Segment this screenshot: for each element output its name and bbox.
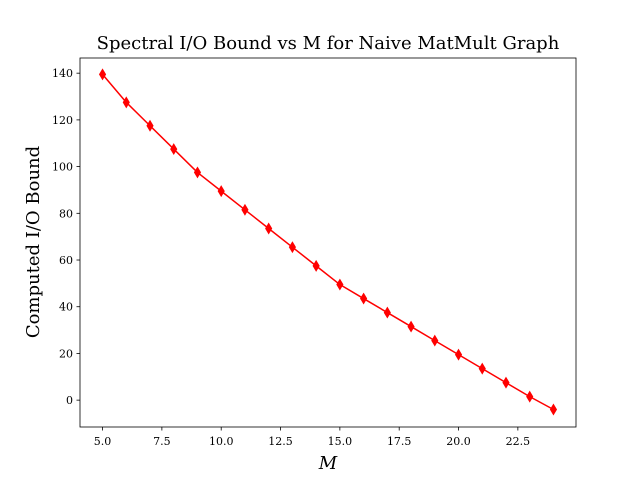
x-axis: 5.0 7.5 10.0 12.5 15.0 17.5 20.0 22.5	[94, 427, 530, 448]
data-point	[217, 185, 225, 198]
data-point	[265, 222, 273, 235]
data-point	[122, 96, 130, 109]
chart-title: Spectral I/O Bound vs M for Naive MatMul…	[97, 33, 560, 54]
data-point	[478, 362, 486, 375]
y-tick-label: 60	[59, 254, 73, 267]
y-tick-label: 140	[52, 67, 73, 80]
data-point	[98, 68, 107, 81]
data-point	[526, 390, 534, 403]
x-tick-label: 20.0	[446, 435, 471, 448]
x-tick-label: 17.5	[387, 435, 412, 448]
x-tick-label: 12.5	[268, 435, 293, 448]
data-point	[454, 348, 463, 361]
data-point	[312, 259, 320, 272]
x-tick-label: 7.5	[153, 435, 171, 448]
x-axis-label: M	[318, 453, 338, 474]
series-group	[98, 68, 558, 416]
data-point	[336, 278, 344, 291]
data-point	[170, 143, 178, 156]
data-point	[549, 403, 558, 416]
data-point	[407, 320, 415, 333]
data-point	[383, 306, 391, 319]
data-point	[241, 203, 249, 216]
y-tick-label: 100	[52, 161, 73, 174]
y-tick-label: 0	[66, 394, 73, 407]
x-tick-label: 22.5	[506, 435, 531, 448]
x-tick-label: 10.0	[209, 435, 234, 448]
plot-frame	[79, 57, 577, 428]
data-point	[502, 376, 510, 389]
data-point	[288, 241, 296, 254]
y-tick-label: 120	[52, 114, 73, 127]
data-point	[431, 334, 439, 347]
y-axis-label: Computed I/O Bound	[23, 146, 44, 338]
x-tick-label: 5.0	[94, 435, 112, 448]
y-axis: 0 20 40 60 80 100 120 140	[52, 67, 80, 407]
data-point	[146, 119, 154, 132]
y-tick-label: 40	[59, 301, 73, 314]
data-point	[360, 292, 368, 305]
series-line	[101, 73, 554, 411]
x-tick-label: 15.0	[328, 435, 353, 448]
y-tick-label: 20	[59, 347, 73, 360]
y-tick-label: 80	[59, 207, 73, 220]
data-point	[193, 166, 202, 179]
